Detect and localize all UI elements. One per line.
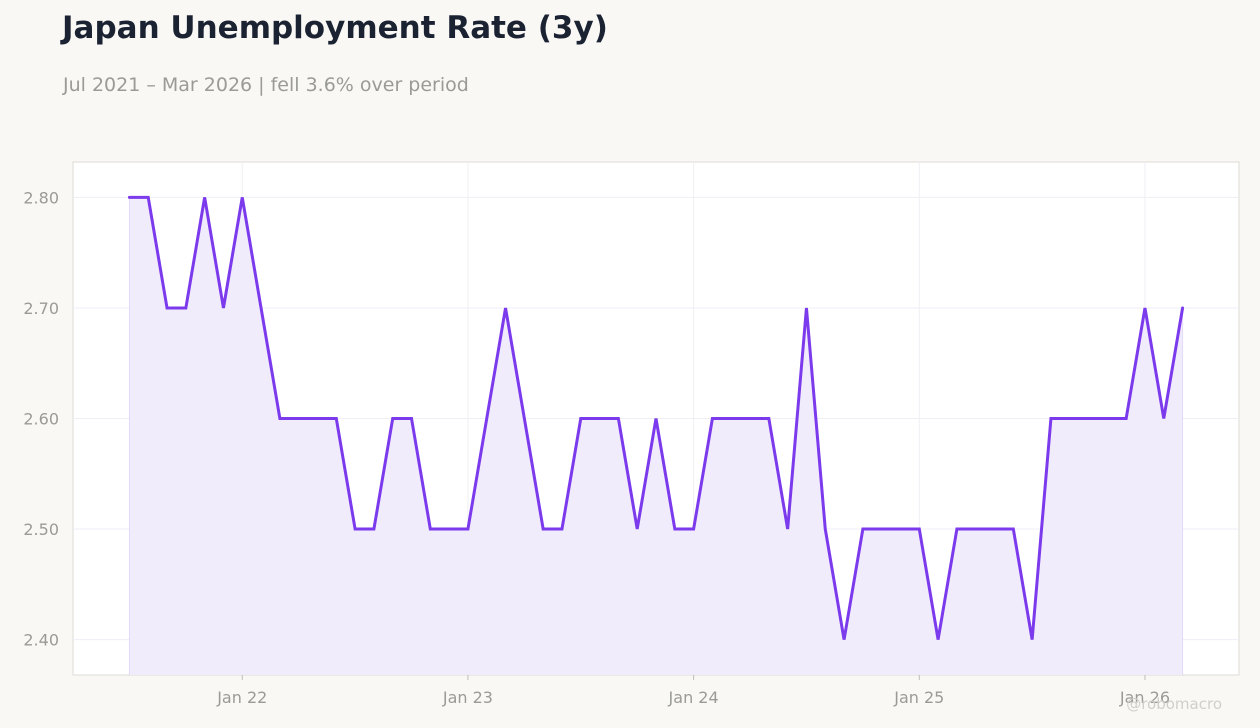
data-point xyxy=(655,417,658,420)
chart-subtitle: Jul 2021 – Mar 2026 | fell 3.6% over per… xyxy=(63,74,469,96)
y-tick-label: 2.80 xyxy=(23,188,59,207)
data-point xyxy=(880,528,883,531)
data-point xyxy=(410,417,413,420)
data-point xyxy=(861,528,864,531)
data-point xyxy=(241,196,244,199)
data-point xyxy=(843,638,846,641)
data-point xyxy=(617,417,620,420)
x-tick-label: Jan 26 xyxy=(1119,688,1170,707)
data-point xyxy=(730,417,733,420)
data-point xyxy=(372,528,375,531)
data-point xyxy=(1143,306,1146,309)
data-point xyxy=(485,417,488,420)
data-point xyxy=(1181,306,1184,309)
data-point xyxy=(673,528,676,531)
data-point xyxy=(1012,528,1015,531)
data-point xyxy=(598,417,601,420)
chart-title: Japan Unemployment Rate (3y) xyxy=(62,10,608,46)
data-point xyxy=(937,638,940,641)
data-point xyxy=(974,528,977,531)
area-layer xyxy=(128,197,1184,675)
data-point xyxy=(993,528,996,531)
data-point xyxy=(542,528,545,531)
data-point xyxy=(335,417,338,420)
data-point xyxy=(1049,417,1052,420)
data-point xyxy=(184,306,187,309)
data-point xyxy=(918,528,921,531)
series-area-fill xyxy=(129,197,1183,675)
y-tick-label: 2.40 xyxy=(23,631,59,650)
x-tick-label: Jan 25 xyxy=(893,688,944,707)
data-point xyxy=(260,306,263,309)
data-point xyxy=(354,528,357,531)
data-point xyxy=(391,417,394,420)
data-point xyxy=(805,306,808,309)
data-point xyxy=(316,417,319,420)
data-point xyxy=(222,306,225,309)
data-point xyxy=(523,417,526,420)
data-point xyxy=(203,196,206,199)
data-point xyxy=(955,528,958,531)
data-point xyxy=(786,528,789,531)
data-point xyxy=(711,417,714,420)
data-point xyxy=(749,417,752,420)
data-point xyxy=(297,417,300,420)
y-tick-label: 2.60 xyxy=(23,410,59,429)
x-tick-label: Jan 22 xyxy=(216,688,267,707)
data-point xyxy=(1068,417,1071,420)
series-line xyxy=(127,195,1185,640)
y-tick-label: 2.50 xyxy=(23,520,59,539)
data-point xyxy=(147,196,150,199)
axis-layer: 2.40 2.50 2.60 2.70 2.80 Jan 22 Jan 23 Jan 24 Ja… xyxy=(23,188,1170,707)
data-point xyxy=(1106,417,1109,420)
data-point xyxy=(767,417,770,420)
data-point xyxy=(692,528,695,531)
data-point xyxy=(128,196,131,199)
data-point xyxy=(466,528,469,531)
data-point xyxy=(824,528,827,531)
data-point xyxy=(560,528,563,531)
data-point xyxy=(636,528,639,531)
watermark: @robomacro xyxy=(1126,695,1222,713)
data-point xyxy=(1087,417,1090,420)
data-point xyxy=(278,417,281,420)
data-point xyxy=(579,417,582,420)
data-point xyxy=(899,528,902,531)
data-point xyxy=(429,528,432,531)
data-point xyxy=(166,306,169,309)
data-point xyxy=(448,528,451,531)
data-point xyxy=(1125,417,1128,420)
x-tick-label: Jan 23 xyxy=(442,688,493,707)
y-tick-label: 2.70 xyxy=(23,299,59,318)
line-layer xyxy=(127,195,1185,641)
data-point xyxy=(1162,417,1165,420)
data-point xyxy=(1031,638,1034,641)
data-point xyxy=(504,306,507,309)
x-tick-label: Jan 24 xyxy=(668,688,719,707)
